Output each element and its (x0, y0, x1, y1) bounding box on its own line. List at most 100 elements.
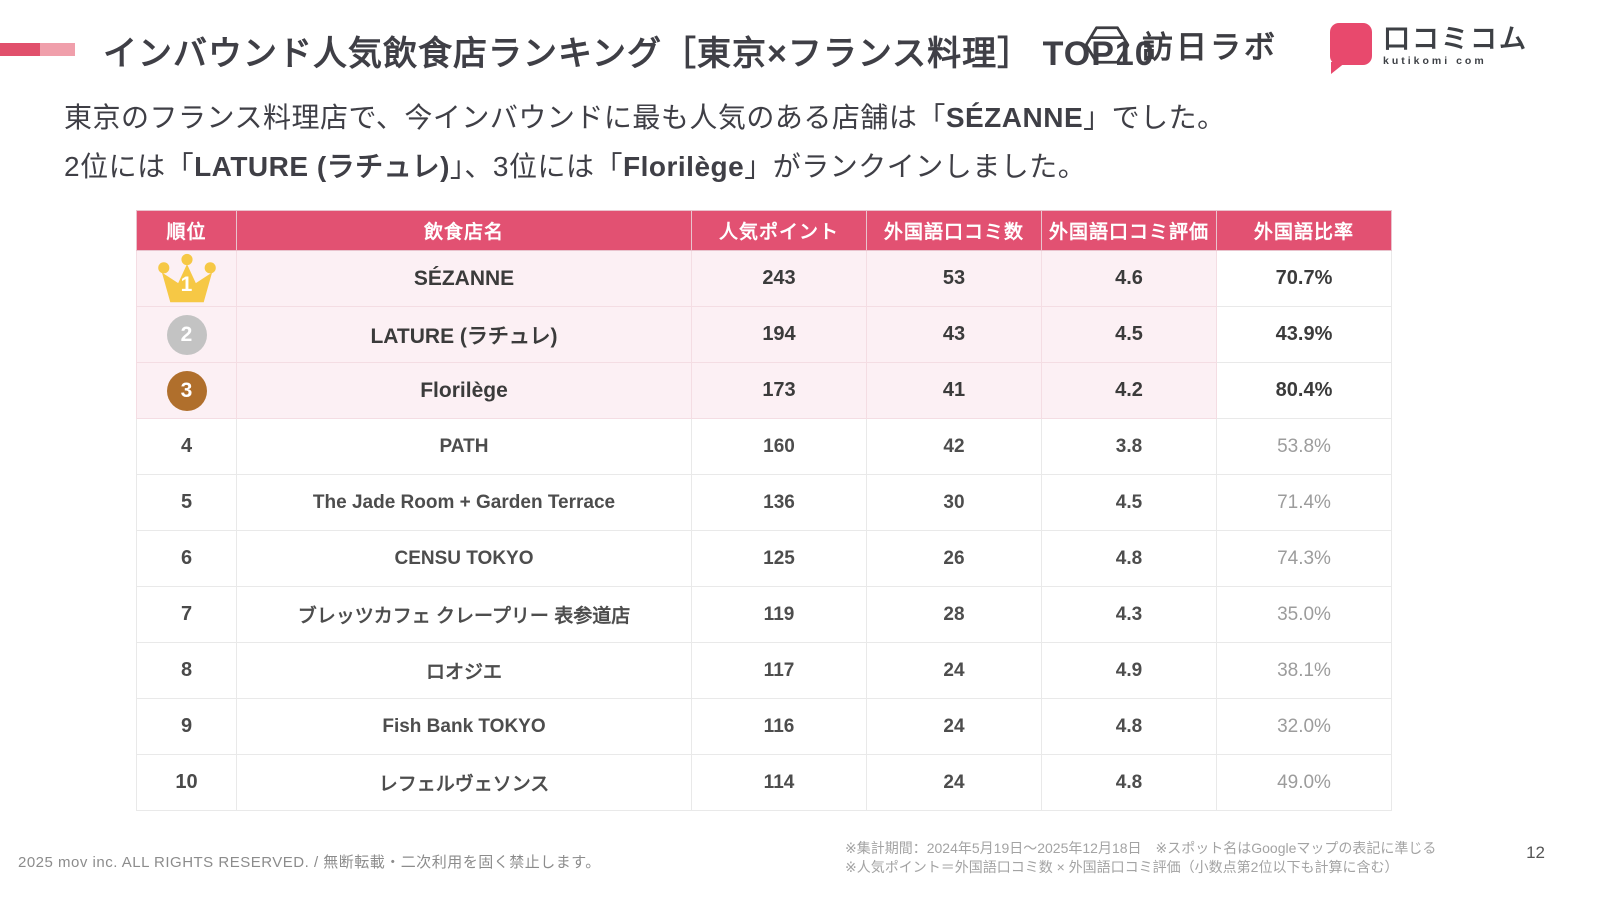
table-row: 1 SÉZANNE 243 53 4.6 70.7% (136, 250, 1392, 307)
table-row: 4 PATH 160 42 3.8 53.8% (136, 418, 1392, 475)
table-row: 3 Florilège 173 41 4.2 80.4% (136, 362, 1392, 419)
summary-rank2-name: LATURE (ラチュレ) (194, 151, 450, 182)
reviews-cell: 24 (866, 642, 1042, 699)
rating-cell: 4.5 (1041, 306, 1217, 363)
rank-badge: 10 (157, 757, 217, 809)
rank-badge: 5 (157, 477, 217, 529)
restaurant-name-cell: Florilège (236, 362, 692, 419)
table-row: 9 Fish Bank TOKYO 116 24 4.8 32.0% (136, 698, 1392, 755)
reviews-cell: 24 (866, 754, 1042, 811)
rating-cell: 4.2 (1041, 362, 1217, 419)
restaurant-name-cell: LATURE (ラチュレ) (236, 306, 692, 363)
rank-cell: 2 (136, 306, 237, 363)
reviews-cell: 26 (866, 530, 1042, 587)
footnote-period: ※集計期間：2024年5月19日～2025年12月18日 ※スポット名はGoog… (845, 840, 1437, 856)
rank-cell: 9 (136, 698, 237, 755)
reviews-cell: 28 (866, 586, 1042, 643)
rank-badge: 8 (157, 645, 217, 697)
kutikomi-logo: 口コミコム kutikomi com (1330, 22, 1528, 74)
rank-circle (166, 370, 207, 411)
rank-badge: 1 (157, 253, 217, 305)
rank-cell: 4 (136, 418, 237, 475)
footnotes: ※集計期間：2024年5月19日～2025年12月18日 ※スポット名はGoog… (845, 839, 1436, 877)
table-row: 5 The Jade Room + Garden Terrace 136 30 … (136, 474, 1392, 531)
ratio-cell: 53.8% (1216, 418, 1392, 475)
restaurant-name-cell: レフェルヴェソンス (236, 754, 692, 811)
summary-rank1-name: SÉZANNE (945, 102, 1084, 133)
rank-cell: 6 (136, 530, 237, 587)
points-cell: 114 (691, 754, 867, 811)
rank-number: 5 (180, 491, 193, 513)
rank-number: 6 (180, 547, 193, 569)
ratio-cell: 74.3% (1216, 530, 1392, 587)
restaurant-name-cell: CENSU TOKYO (236, 530, 692, 587)
copyright-text: 2025 mov inc. ALL RIGHTS RESERVED. / 無断転… (18, 854, 601, 871)
rank-cell: 1 (136, 250, 237, 307)
kutikomi-logo-text: 口コミコム (1383, 23, 1528, 54)
rank-circle (166, 314, 207, 355)
points-cell: 243 (691, 250, 867, 307)
header-popularity-points: 人気ポイント (691, 210, 867, 251)
rank-cell: 10 (136, 754, 237, 811)
kutikomi-logo-text-block: 口コミコム kutikomi com (1383, 23, 1528, 67)
ratio-cell: 49.0% (1216, 754, 1392, 811)
restaurant-name-cell: SÉZANNE (236, 250, 692, 307)
speech-bubble-icon (1330, 22, 1372, 74)
rank-number: 10 (175, 771, 198, 793)
points-cell: 194 (691, 306, 867, 363)
summary-segment: 」でした。 (1083, 102, 1226, 133)
hounichi-lab-logo: 訪日ラボ (1084, 22, 1278, 67)
rank-badge: 6 (157, 533, 217, 585)
rating-cell: 4.8 (1041, 754, 1217, 811)
points-cell: 117 (691, 642, 867, 699)
ratio-cell: 80.4% (1216, 362, 1392, 419)
table-row: 10 レフェルヴェソンス 114 24 4.8 49.0% (136, 754, 1392, 811)
rating-cell: 3.8 (1041, 418, 1217, 475)
points-cell: 136 (691, 474, 867, 531)
summary-rank3-name: Florilège (623, 151, 745, 182)
summary-segment: 」、3位には「 (449, 151, 623, 182)
restaurant-name-cell: PATH (236, 418, 692, 475)
header-foreign-ratio: 外国語比率 (1216, 210, 1392, 251)
rating-cell: 4.8 (1041, 698, 1217, 755)
rank-number: 7 (180, 603, 193, 625)
ranking-table-body: 1 SÉZANNE 243 53 4.6 70.7% 2 (136, 250, 1392, 811)
rating-cell: 4.6 (1041, 250, 1217, 307)
rank-number: 8 (180, 659, 193, 681)
rating-cell: 4.9 (1041, 642, 1217, 699)
summary-segment: 2位には「 (64, 151, 195, 182)
rank-number: 1 (180, 272, 193, 296)
header-restaurant-name: 飲食店名 (236, 210, 692, 251)
ratio-cell: 35.0% (1216, 586, 1392, 643)
rank-badge: 7 (157, 589, 217, 641)
reviews-cell: 43 (866, 306, 1042, 363)
header-logos: 訪日ラボ 口コミコム kutikomi com (1084, 22, 1528, 74)
table-header-row: 順位 飲食店名 人気ポイント 外国語口コミ数 外国語口コミ評価 外国語比率 (136, 210, 1392, 251)
hexagon-icon (1084, 25, 1130, 64)
rank-cell: 5 (136, 474, 237, 531)
summary-line-1: 東京のフランス料理店で、今インバウンドに最も人気のある店舗は「SÉZANNE」で… (64, 93, 1226, 142)
table-row: 8 ロオジエ 117 24 4.9 38.1% (136, 642, 1392, 699)
restaurant-name-cell: The Jade Room + Garden Terrace (236, 474, 692, 531)
table-row: 7 ブレッツカフェ クレープリー 表参道店 119 28 4.3 35.0% (136, 586, 1392, 643)
restaurant-name-cell: Fish Bank TOKYO (236, 698, 692, 755)
points-cell: 125 (691, 530, 867, 587)
reviews-cell: 41 (866, 362, 1042, 419)
footnote-formula: ※人気ポイント＝外国語口コミ数 × 外国語口コミ評価（小数点第2位以下も計算に含… (845, 859, 1399, 875)
accent-dash-light (40, 43, 75, 56)
rank-cell: 3 (136, 362, 237, 419)
crown-icon (157, 253, 216, 302)
rank-number: 2 (180, 322, 193, 346)
points-cell: 116 (691, 698, 867, 755)
ratio-cell: 70.7% (1216, 250, 1392, 307)
points-cell: 173 (691, 362, 867, 419)
reviews-cell: 30 (866, 474, 1042, 531)
title-accent-dash (0, 43, 75, 56)
page-number: 12 (1526, 843, 1545, 862)
rank-number: 9 (180, 715, 193, 737)
summary-segment: 東京のフランス料理店で、今インバウンドに最も人気のある店舗は「 (64, 102, 946, 133)
reviews-cell: 42 (866, 418, 1042, 475)
page-title: インバウンド人気飲食店ランキング［東京×フランス料理］ TOP10 (103, 35, 1155, 73)
summary-line-2: 2位には「LATURE (ラチュレ)」、3位には「Florilège」がランクイ… (64, 142, 1226, 191)
rank-cell: 7 (136, 586, 237, 643)
